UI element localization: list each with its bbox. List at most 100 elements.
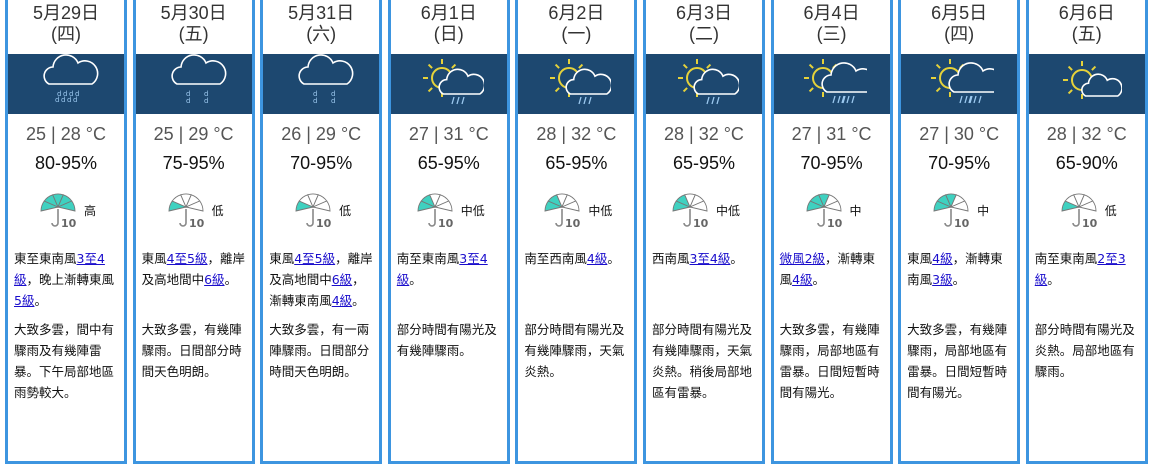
svg-text:d: d bbox=[186, 97, 190, 105]
wind-text: 東風 bbox=[907, 251, 933, 266]
wind-force-link[interactable]: 6級 bbox=[331, 272, 353, 287]
forecast-date: 6月2日 bbox=[548, 3, 605, 23]
weather-icon-band bbox=[645, 54, 762, 114]
rain-probability-label: 低 bbox=[1104, 203, 1117, 218]
svg-text:d: d bbox=[313, 97, 317, 105]
wind-force-link[interactable]: 4至5級 bbox=[166, 251, 208, 266]
svg-text:10: 10 bbox=[954, 217, 970, 229]
svg-text:d: d bbox=[204, 90, 208, 98]
wind-forecast: 南至東南風2至3級。 bbox=[1029, 248, 1145, 311]
wind-force-link[interactable]: 3至4級 bbox=[14, 251, 105, 287]
svg-text:10: 10 bbox=[693, 217, 709, 229]
wind-force-link[interactable]: 3級 bbox=[932, 272, 953, 287]
wind-text: ，漸轉東南風 bbox=[269, 272, 365, 308]
wind-text: ，晚上漸轉東風 bbox=[26, 272, 115, 287]
wind-force-link[interactable]: 4級 bbox=[932, 251, 953, 266]
umbrella-icon: 10 bbox=[36, 187, 80, 233]
wind-force-link[interactable]: 2至3級 bbox=[1034, 251, 1126, 287]
wind-force-link[interactable]: 3至4級 bbox=[689, 251, 731, 266]
svg-text:d: d bbox=[75, 90, 79, 98]
rain-probability-label: 中低 bbox=[588, 203, 613, 218]
svg-text:10: 10 bbox=[61, 217, 77, 229]
temperature-range: 27 | 30 °C bbox=[919, 124, 1000, 144]
wind-force-link[interactable]: 6級 bbox=[204, 272, 225, 287]
weather-description: 大致多雲，有幾陣驟雨。日間部分時間天色明朗。 bbox=[141, 322, 242, 379]
wind-force-link[interactable]: 微風2級 bbox=[779, 251, 826, 266]
wind-forecast: 東風4至5級，離岸及高地間中6級，漸轉東南風4級。 bbox=[263, 248, 379, 311]
weather-icon-band bbox=[518, 54, 635, 114]
svg-text:d: d bbox=[73, 96, 77, 104]
forecast-weekday: (二) bbox=[688, 24, 719, 44]
forecast-date: 6月3日 bbox=[675, 3, 732, 23]
wind-force-link[interactable]: 4級 bbox=[331, 293, 353, 308]
temperature-range: 28 | 32 °C bbox=[1046, 124, 1127, 144]
forecast-day-card: 6月3日 (二) 28 | 32 °C 65-95% 10 中低 西南風3至4級… bbox=[642, 0, 765, 464]
wind-text: 。 bbox=[352, 293, 365, 308]
forecast-weekday: (四) bbox=[51, 24, 81, 44]
wind-text: 東至東南風 bbox=[14, 251, 77, 266]
wind-text: 。 bbox=[34, 293, 47, 308]
umbrella-icon: 10 bbox=[929, 187, 973, 233]
rain-probability-label: 中低 bbox=[715, 203, 740, 218]
sunny-rain-icon bbox=[924, 54, 1004, 114]
wind-text: 。 bbox=[812, 272, 826, 287]
svg-text:10: 10 bbox=[189, 217, 205, 229]
wind-text: ，離岸及高地間中 bbox=[141, 251, 246, 287]
rain-probability-label: 中 bbox=[977, 203, 990, 218]
forecast-weekday: (五) bbox=[178, 24, 209, 44]
wind-force-link[interactable]: 5級 bbox=[14, 293, 35, 308]
humidity-range: 80-95% bbox=[34, 153, 98, 173]
wind-force-link[interactable]: 4級 bbox=[792, 272, 813, 287]
humidity-range: 70-95% bbox=[290, 153, 353, 173]
svg-text:10: 10 bbox=[316, 217, 332, 229]
humidity-range: 65-95% bbox=[417, 153, 480, 173]
forecast-date: 6月5日 bbox=[931, 3, 988, 23]
svg-text:d: d bbox=[331, 97, 335, 105]
umbrella-icon: 10 bbox=[291, 187, 335, 233]
rain-probability-label: 中低 bbox=[460, 203, 485, 218]
weather-description: 大致多雲，有一兩陣驟雨。日間部分時間天色明朗。 bbox=[269, 322, 370, 379]
forecast-date: 5月29日 bbox=[32, 3, 100, 23]
forecast-day-card: 6月1日 (日) 27 | 31 °C 65-95% 10 中低 南至東南風3至… bbox=[387, 0, 510, 464]
sunny-showers-icon bbox=[541, 54, 613, 114]
wind-text: 南至西南風 bbox=[524, 251, 587, 266]
forecast-date: 5月31日 bbox=[288, 3, 355, 23]
wind-force-link[interactable]: 3至4級 bbox=[396, 251, 488, 287]
rain-probability: 10 低 bbox=[263, 190, 379, 230]
svg-text:10: 10 bbox=[438, 217, 454, 229]
weather-description: 部分時間有陽光及有幾陣驟雨，天氣炎熱。 bbox=[524, 322, 625, 379]
forecast-weekday: (三) bbox=[816, 24, 847, 44]
sunny-showers-icon bbox=[414, 54, 486, 114]
svg-text:d: d bbox=[67, 96, 71, 104]
wind-force-link[interactable]: 4至5級 bbox=[294, 251, 336, 266]
svg-text:10: 10 bbox=[1082, 217, 1098, 229]
svg-text:10: 10 bbox=[565, 217, 581, 229]
sunny-showers-icon bbox=[669, 54, 741, 114]
wind-text: 西南風 bbox=[651, 251, 690, 266]
rain-probability: 10 中低 bbox=[518, 190, 634, 230]
sunny-periods-icon bbox=[1052, 54, 1123, 114]
wind-force-link[interactable]: 4級 bbox=[586, 251, 608, 266]
wind-text: 。 bbox=[1047, 272, 1060, 287]
weather-icon-band bbox=[390, 54, 507, 114]
wind-forecast: 東風4級，漸轉東南風3級。 bbox=[901, 248, 1017, 311]
forecast-date: 5月30日 bbox=[160, 3, 227, 23]
forecast-date: 6月4日 bbox=[803, 3, 860, 23]
svg-text:d: d bbox=[331, 90, 335, 98]
weather-icon-band bbox=[773, 54, 890, 114]
temperature-range: 25 | 29 °C bbox=[153, 124, 234, 144]
wind-text: 。 bbox=[952, 272, 966, 287]
rain-probability: 10 高 bbox=[8, 190, 124, 230]
rain-probability-label: 低 bbox=[339, 203, 352, 218]
wind-text: ，離岸及高地間中 bbox=[269, 251, 373, 287]
weather-icon-band bbox=[901, 54, 1018, 114]
forecast-date: 6月1日 bbox=[420, 3, 477, 23]
weather-description: 部分時間有陽光及炎熱。局部地區有驟雨。 bbox=[1034, 322, 1135, 379]
wind-text: 。 bbox=[730, 251, 743, 266]
